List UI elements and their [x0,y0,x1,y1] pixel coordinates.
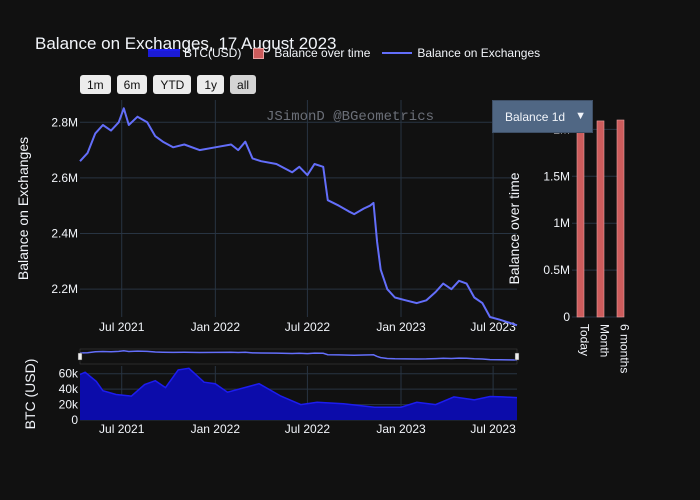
btc-y-tick-label: 40k [59,382,79,396]
range-button-6m[interactable]: 6m [116,75,148,94]
btc-y-axis-label: BTC (USD) [22,359,38,430]
btc-area-fill [80,368,517,420]
x-tick-label: Jul 2023 [470,320,516,334]
bar-category-label: Month [598,324,612,357]
btc-area-line [79,367,518,409]
bar-y-axis-label: Balance over time [506,172,522,284]
range-button-1y[interactable]: 1y [197,75,225,94]
legend-label-btc: BTC(USD) [184,46,242,60]
legend-item-balance-on-exchanges[interactable]: Balance on Exchanges [382,46,540,60]
main-plot[interactable]: Jul 2021 Jan 2022 Jul 2022 Jan 2023 Jul 2023… [15,100,518,334]
bar [576,122,585,318]
bar-y-tick-label: 0 [563,310,570,324]
btc-x-tick-label: Jul 2023 [470,422,516,436]
legend-swatch-bar [253,47,265,59]
legend: BTC(USD) Balance over time Balance on Ex… [148,46,552,60]
legend-item-balance-over-time[interactable]: Balance over time [153,46,370,60]
x-tick-label: Jan 2022 [191,320,241,334]
btc-x-tick-label: Jan 2022 [191,422,241,436]
bar-y-tick-label: 1M [553,216,570,230]
legend-item-btc[interactable]: BTC(USD) [148,46,241,60]
btc-x-tick-label: Jul 2022 [285,422,331,436]
btc-y-tick-label: 0 [71,413,78,427]
range-selector: 1m 6m YTD 1y all [80,75,262,94]
y-tick-label: 2.4M [51,227,78,241]
btc-x-tick-label: Jan 2023 [376,422,426,436]
series-dropdown[interactable]: Balance 1d ▼ [492,100,593,133]
btc-plot[interactable]: Jul 2021 Jan 2022 Jul 2022 Jan 2023 Jul 2023… [22,359,518,436]
x-tick-label: Jan 2023 [376,320,426,334]
range-button-1m[interactable]: 1m [80,75,111,94]
range-button-all[interactable]: all [230,75,257,94]
chevron-down-icon: ▼ [575,110,586,122]
y-tick-label: 2.6M [51,171,78,185]
slider-handle-right [514,352,520,361]
range-slider[interactable] [77,348,520,365]
legend-swatch-line [382,52,413,54]
balance-series-line [79,107,518,327]
legend-swatch-area [148,49,180,57]
y-tick-label: 2.2M [51,282,78,296]
bar-y-tick-label: 1.5M [543,169,570,183]
bar [596,120,605,318]
bar-category-label: 6 months [618,324,632,373]
bar-y-tick-label: 0.5M [543,263,570,277]
btc-x-tick-label: Jul 2021 [99,422,145,436]
y-axis-label: Balance on Exchanges [15,137,31,280]
watermark-text: JSimonD @BGeometrics [266,109,434,125]
dropdown-selected: Balance 1d [505,109,566,124]
slider-handle-left [77,352,83,361]
range-button-ytd[interactable]: YTD [153,75,192,94]
slider-preview-line [79,350,518,361]
btc-y-tick-label: 20k [59,398,79,412]
x-tick-label: Jul 2022 [285,320,331,334]
btc-y-tick-label: 60k [59,367,79,381]
bar-category-label: Today [578,324,592,356]
legend-label-balance-over-time: Balance over time [274,46,371,60]
legend-label-balance-on-exchanges: Balance on Exchanges [417,46,541,60]
y-tick-label: 2.8M [51,115,78,129]
bar [616,119,625,318]
x-tick-label: Jul 2021 [99,320,145,334]
